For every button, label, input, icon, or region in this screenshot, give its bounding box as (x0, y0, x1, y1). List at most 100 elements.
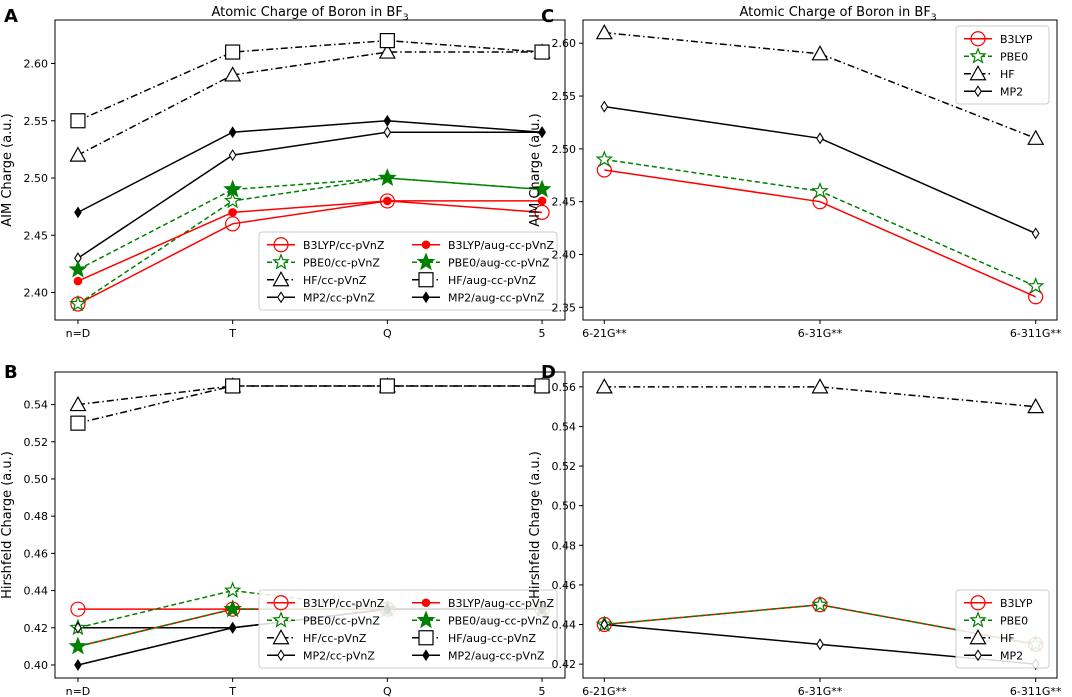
panel-A: A 2.40 2.45 2.50 2.55 2.60 n=D T Q 5 AIM Charge (a… (0, 6, 566, 340)
legend-marker (422, 649, 430, 662)
data-point (74, 206, 82, 219)
data-point (73, 276, 83, 286)
data-point (538, 126, 546, 139)
legend-box (258, 589, 558, 669)
data-point (70, 113, 86, 129)
panel-letter-C: C (541, 6, 554, 27)
legend: B3LYP/cc-pVnZ PBE0/cc-pVnZ HF/cc-pVnZ MP2/c… (258, 231, 558, 311)
data-point (224, 66, 242, 82)
data-point (383, 126, 392, 139)
axes-frame (54, 19, 566, 321)
legend-label: PBE0 (1000, 50, 1028, 63)
y-tick-label: 0.42 (552, 658, 577, 671)
axes-frame (582, 371, 1058, 679)
data-point (816, 132, 824, 145)
series-line (77, 120, 543, 214)
legend-label: HF/aug-cc-pVnZ (448, 632, 537, 645)
data-point (228, 621, 237, 634)
x-tick-label: Q (383, 327, 392, 340)
legend: B3LYP PBE0 HF MP2 (955, 589, 1050, 669)
legend-marker (969, 65, 987, 81)
legend-label: MP2/aug-cc-pVnZ (448, 649, 545, 662)
x-tick-label: 6-21G** (582, 327, 627, 340)
data-point (225, 216, 241, 232)
series-line (77, 39, 543, 122)
legend-marker (277, 649, 285, 662)
y-tick-label: 0.52 (24, 436, 49, 449)
legend-marker (422, 291, 430, 304)
data-point (223, 581, 242, 598)
data-point (1026, 277, 1045, 294)
legend-label: MP2/cc-pVnZ (303, 649, 375, 662)
y-tick-label: 2.40 (24, 287, 49, 300)
data-point (223, 179, 243, 198)
x-tick-label: 5 (539, 685, 546, 697)
legend-marker (273, 237, 289, 253)
data-point (811, 45, 829, 61)
data-point (600, 100, 609, 113)
y-tick-label: 2.35 (552, 301, 577, 314)
y-tick-label: 2.55 (552, 90, 577, 103)
y-tick-label: 0.50 (552, 500, 577, 513)
x-tick-label: 6-31G** (798, 685, 843, 697)
y-tick-label: 0.46 (552, 579, 577, 592)
legend-label: HF/aug-cc-pVnZ (448, 274, 537, 287)
series-line (77, 200, 543, 305)
y-tick-label: 0.48 (24, 510, 49, 523)
data-point (74, 659, 82, 671)
data-point (70, 601, 86, 617)
y-tick-label: 0.50 (24, 473, 49, 486)
legend-marker (416, 252, 436, 271)
legend-label: PBE0/cc-pVnZ (303, 614, 380, 627)
legend-marker (277, 291, 285, 304)
data-point (600, 618, 609, 631)
x-tick-label: 5 (539, 327, 546, 340)
legend-label: B3LYP/cc-pVnZ (303, 597, 385, 610)
chart-title-right: Atomic Charge of Boron in BF3 (739, 5, 936, 23)
y-tick-label: 2.50 (552, 143, 577, 156)
y-tick-label: 2.55 (24, 115, 49, 128)
y-tick-label: 0.42 (24, 622, 49, 635)
data-point (383, 114, 392, 127)
data-point (378, 43, 396, 59)
legend-label: MP2/aug-cc-pVnZ (448, 291, 545, 304)
y-tick-label: 0.56 (552, 381, 577, 394)
series-line (77, 131, 543, 259)
y-tick-label: 2.50 (24, 172, 49, 185)
data-point (225, 378, 241, 394)
plot-area (68, 33, 552, 312)
legend-marker (418, 272, 434, 288)
y-tick-label: 0.48 (552, 539, 577, 552)
data-point (532, 179, 552, 198)
data-point (811, 378, 829, 394)
data-point (379, 378, 395, 394)
legend-label: MP2/cc-pVnZ (303, 291, 375, 304)
y-tick-label: 0.40 (24, 659, 49, 672)
series-line (604, 158, 1036, 287)
series-line (604, 169, 1036, 298)
legend-marker (272, 611, 290, 628)
panel-B: B 0.40 0.42 0.44 0.46 0.48 0.50 0.52 0.54 n=D T Q 5 H… (0, 362, 566, 697)
y-axis-label: AIM Charge (a.u.) (0, 113, 15, 226)
data-point (534, 204, 550, 220)
axes-frame (54, 371, 566, 679)
x-tick-label: 6-31G** (798, 327, 843, 340)
legend-marker (421, 240, 431, 250)
data-point (70, 415, 86, 431)
series-line (77, 385, 543, 406)
x-tick-label: 6-21G** (582, 685, 627, 697)
chart-title-left: Atomic Charge of Boron in BF3 (211, 5, 408, 23)
data-point (534, 378, 550, 394)
legend-marker (974, 649, 982, 662)
axes-frame (582, 19, 1058, 321)
data-point (228, 149, 237, 162)
y-tick-label: 2.40 (552, 249, 577, 262)
legend-marker (970, 595, 986, 611)
legend-label: B3LYP (1000, 33, 1033, 46)
series-line (77, 177, 543, 271)
y-tick-label: 0.46 (24, 547, 49, 560)
series-line (77, 177, 543, 305)
x-tick-label: 6-311G** (1010, 685, 1062, 697)
panel-letter-B: B (4, 362, 18, 383)
y-axis-label: Hirshfeld Charge (a.u.) (0, 451, 15, 599)
